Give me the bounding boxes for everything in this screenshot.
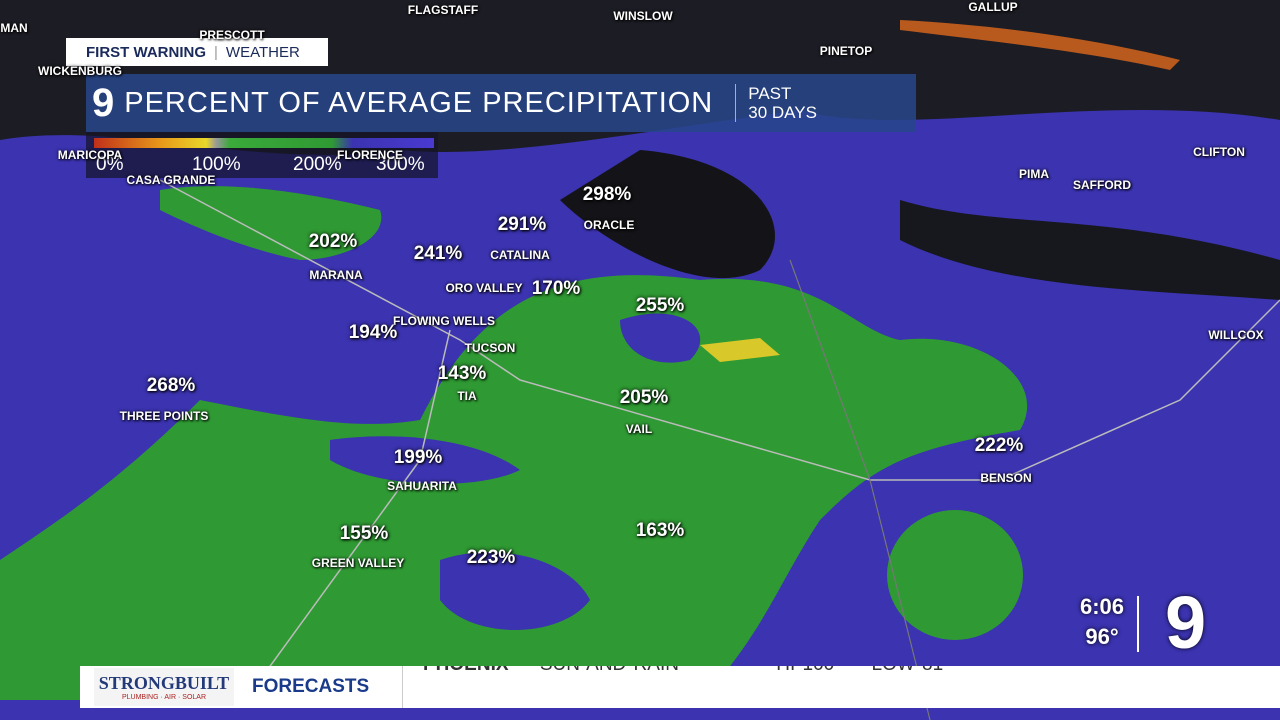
place: CASA GRANDE	[126, 173, 216, 187]
place: TUCSON	[464, 341, 516, 355]
sponsor: STRONGBUILT PLUMBING · AIR · SOLAR	[94, 668, 234, 706]
divider: |	[214, 43, 218, 61]
time: 6:06	[1079, 594, 1125, 619]
place: FLORENCE	[337, 148, 403, 162]
place: PINETOP	[819, 44, 873, 58]
reading: 255%	[635, 295, 685, 316]
sponsor-tagline: PLUMBING · AIR · SOLAR	[121, 694, 207, 701]
legend-scale	[94, 138, 434, 148]
place: SAHUARITA	[387, 479, 457, 493]
place: THREE POINTS	[119, 409, 209, 423]
ticker-conditions: SUN AND RAIN	[540, 666, 679, 675]
clock: 6:06 96°	[1060, 594, 1144, 650]
place: ORO VALLEY	[445, 281, 523, 295]
reading: 268%	[146, 375, 196, 396]
place: MARANA	[309, 268, 363, 282]
place: SAFFORD	[1073, 178, 1131, 192]
title: PERCENT OF AVERAGE PRECIPITATION	[124, 86, 714, 119]
ticker: STRONGBUILT PLUMBING · AIR · SOLAR FOREC…	[80, 666, 1280, 708]
place: PRESCOTT	[199, 28, 265, 42]
divider	[402, 666, 403, 708]
place: TIA	[457, 389, 477, 403]
place: GREEN VALLEY	[311, 556, 405, 570]
place: ORACLE	[583, 218, 635, 232]
ticker-text: PHOENIX SUN AND RAIN HI 100 LOW 81	[423, 666, 943, 676]
temperature: 96°	[1085, 624, 1119, 649]
ticker-high: HI 100	[776, 666, 834, 675]
title-bar: 9 PERCENT OF AVERAGE PRECIPITATION PAST …	[86, 74, 916, 132]
sponsor-name: STRONGBUILT	[98, 673, 230, 693]
place: CLIFTON	[1193, 145, 1245, 159]
dry-region	[900, 20, 1180, 70]
wet-region	[887, 510, 1023, 640]
section: WEATHER	[225, 43, 300, 61]
place: FLAGSTAFF	[407, 3, 479, 17]
place: WICKENBURG	[38, 64, 122, 78]
channel: 9	[92, 80, 115, 125]
ticker-crawl: PHOENIX SUN AND RAIN HI 100 LOW 81	[403, 666, 1280, 708]
period: PAST 30 DAYS	[735, 84, 817, 122]
county-line	[789, 259, 931, 720]
map-base	[620, 313, 701, 363]
legend-label: 100%	[192, 154, 241, 175]
reading: 241%	[413, 243, 463, 264]
period-line: PAST	[748, 84, 792, 103]
map-base	[440, 552, 590, 630]
place: WINSLOW	[613, 9, 673, 23]
wet-region	[700, 338, 780, 362]
road	[259, 329, 451, 681]
place: PIMA	[1019, 167, 1049, 181]
legend: 0% 100% 200% 300%	[86, 132, 438, 178]
place: WILLCOX	[1208, 328, 1264, 342]
reading: 163%	[635, 520, 685, 541]
station-logo: 9	[1165, 581, 1207, 664]
legend-label: 200%	[293, 154, 342, 175]
brand-bar: FIRST WARNING | WEATHER	[66, 38, 328, 66]
wet-region	[0, 275, 1028, 700]
legend-label: 300%	[376, 154, 425, 175]
place: MARICOPA	[57, 148, 123, 162]
place: CATALINA	[490, 248, 550, 262]
place: FLOWING WELLS	[393, 314, 495, 328]
place: VAIL	[625, 422, 653, 436]
place: GALLUP	[968, 0, 1018, 14]
reading: 170%	[531, 278, 581, 299]
reading: 199%	[393, 447, 443, 468]
reading: 194%	[348, 322, 398, 343]
reading: 143%	[437, 363, 487, 384]
reading: 155%	[339, 523, 389, 544]
dry-region	[560, 150, 775, 279]
reading: 222%	[974, 435, 1024, 456]
legend-label: 0%	[96, 154, 124, 175]
ticker-low: LOW 81	[872, 666, 944, 675]
place: MAN	[0, 21, 28, 35]
place: BENSON	[980, 471, 1032, 485]
reading: 202%	[308, 231, 358, 252]
reading: 291%	[497, 214, 547, 235]
dry-region	[900, 200, 1280, 300]
ticker-section: FORECASTS	[252, 676, 370, 697]
map-base	[330, 436, 520, 484]
reading: 205%	[619, 387, 669, 408]
wet-region	[160, 186, 382, 260]
period-line: 30 DAYS	[748, 103, 817, 122]
brand: FIRST WARNING	[86, 43, 206, 61]
reading: 223%	[466, 547, 516, 568]
divider	[1137, 596, 1139, 652]
reading: 298%	[582, 184, 632, 205]
ticker-city: PHOENIX	[423, 666, 509, 675]
